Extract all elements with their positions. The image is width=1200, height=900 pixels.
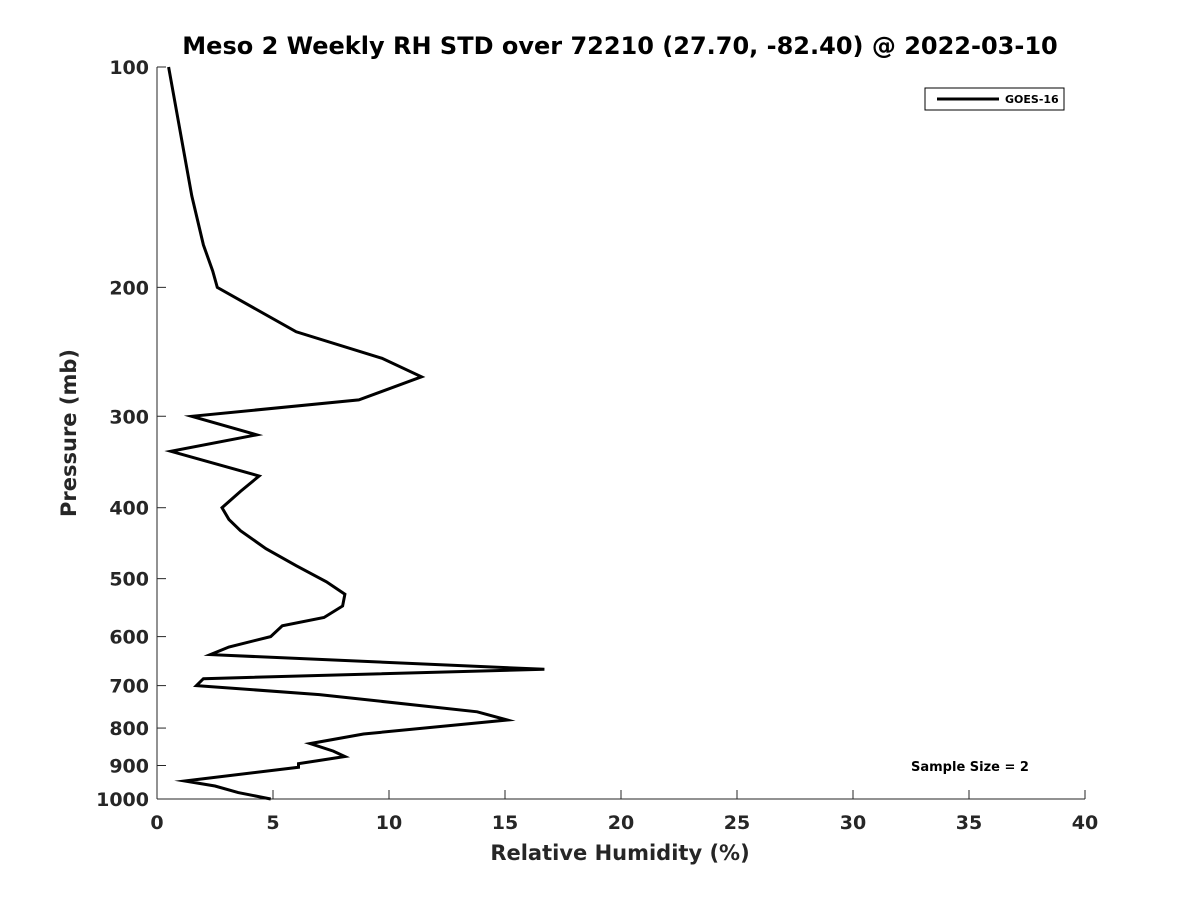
sample-size-annotation: Sample Size = 2 xyxy=(911,760,1029,775)
y-tick-label: 800 xyxy=(109,718,149,740)
legend: GOES-16 xyxy=(924,87,1065,111)
y-tick-label: 300 xyxy=(109,406,149,428)
axis-ticks: 0 5 10 15 20 25 30 35 40 100 200 300 400 500 600 700 800… xyxy=(96,57,1098,834)
x-tick-label: 5 xyxy=(266,812,279,834)
x-tick-label: 40 xyxy=(1072,812,1098,834)
chart-title: Meso 2 Weekly RH STD over 72210 (27.70, … xyxy=(182,32,1057,60)
y-tick-label: 100 xyxy=(109,57,149,79)
x-tick-label: 25 xyxy=(724,812,750,834)
x-tick-label: 20 xyxy=(608,812,634,834)
x-axis-label: Relative Humidity (%) xyxy=(490,841,749,865)
legend-label-goes-16: GOES-16 xyxy=(1005,93,1059,106)
y-tick-label: 400 xyxy=(109,498,149,520)
x-tick-label: 30 xyxy=(840,812,866,834)
y-tick-label: 500 xyxy=(109,569,149,591)
y-tick-label: 900 xyxy=(109,756,149,778)
series-line-goes-16 xyxy=(164,66,545,801)
y-tick-label: 1000 xyxy=(96,789,149,811)
x-tick-label: 15 xyxy=(492,812,518,834)
x-tick-label: 0 xyxy=(150,812,163,834)
x-tick-label: 35 xyxy=(956,812,982,834)
y-tick-label: 200 xyxy=(109,277,149,299)
axes xyxy=(156,67,1085,800)
y-axis-label: Pressure (mb) xyxy=(57,349,81,517)
series-lines xyxy=(164,66,545,801)
y-tick-label: 700 xyxy=(109,676,149,698)
y-tick-label: 600 xyxy=(109,627,149,649)
x-tick-label: 10 xyxy=(376,812,402,834)
